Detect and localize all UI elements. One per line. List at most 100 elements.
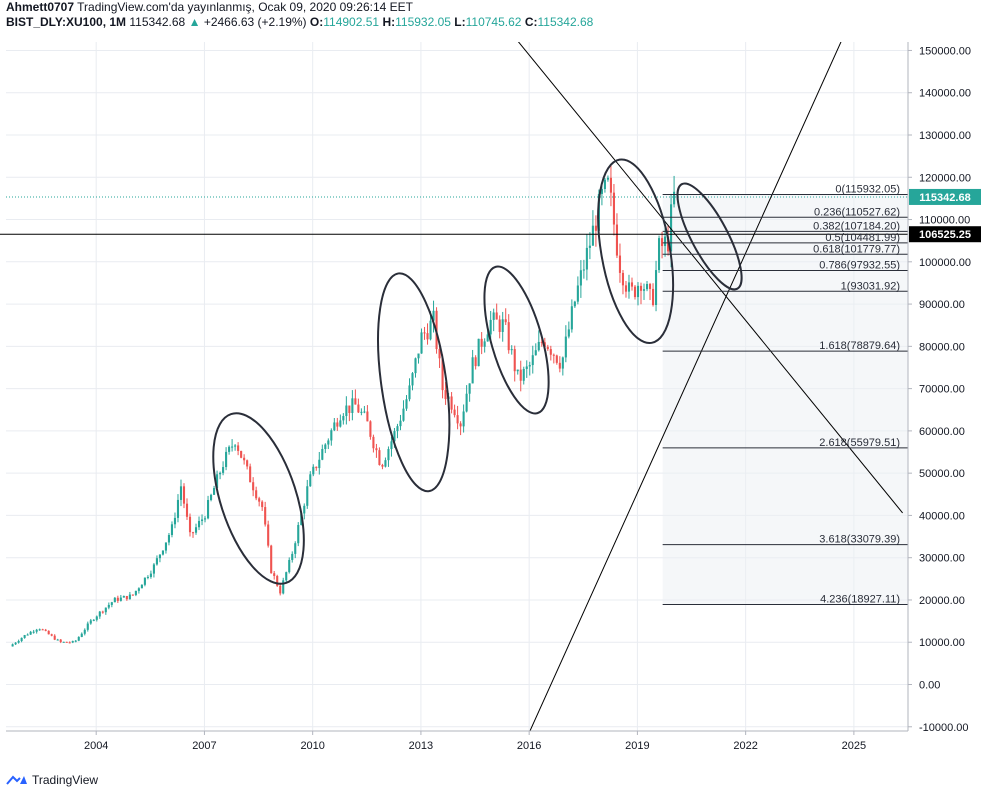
candle-body	[372, 436, 375, 449]
candle-body	[405, 399, 408, 409]
fib-level-label: 0.786(97932.55)	[819, 260, 900, 272]
candle-body	[609, 177, 612, 193]
candle-body	[20, 637, 23, 641]
high-value: 115932.05	[395, 15, 451, 29]
candle-body	[74, 640, 77, 642]
candle-body	[29, 631, 32, 635]
candle-body	[333, 422, 336, 431]
candle-body	[438, 349, 441, 359]
published-text: TradingView.com'da yayınlanmış, Ocak 09,…	[77, 0, 413, 14]
time-axis[interactable]: 2004 2007 2010 2013 2016 2019 2022 2025	[6, 730, 908, 752]
candle-body	[297, 524, 300, 544]
candle-body	[375, 448, 378, 451]
candle-body	[348, 405, 351, 413]
candle-body	[267, 524, 270, 546]
candle-body	[531, 355, 534, 366]
candle-body	[128, 594, 131, 600]
candle-body	[252, 482, 255, 491]
candle-body	[594, 225, 597, 231]
candle-body	[390, 441, 393, 450]
price-axis[interactable]: -10000.00 0.00 10000.00 20000.00 30000.00 400…	[907, 42, 971, 734]
candle-body	[654, 270, 658, 305]
candle-body	[516, 369, 519, 372]
candle-body	[486, 334, 489, 342]
candle-body	[38, 629, 41, 631]
trend-line[interactable]	[509, 29, 847, 777]
candle-body	[549, 349, 552, 355]
candle-body	[179, 486, 183, 500]
fib-level-label: 0.618(101779.77)	[813, 243, 900, 255]
candle-body	[495, 312, 498, 320]
change-arrow-icon: ▲	[188, 15, 201, 29]
candle-body	[606, 177, 609, 180]
candle-body	[498, 319, 501, 332]
candle-body	[342, 416, 345, 421]
candle-body	[552, 354, 555, 356]
candle-body	[231, 446, 234, 448]
candle-body	[462, 411, 465, 427]
candle-body	[261, 501, 264, 508]
candle-body	[468, 383, 471, 394]
candle-body	[137, 588, 140, 591]
y-tick-label: 120000.00	[919, 172, 971, 184]
symbol-name[interactable]: BIST_DLY:XU100, 1M	[6, 15, 127, 29]
footer-brand-text: TradingView	[32, 773, 99, 787]
candle-body	[125, 595, 128, 600]
candle-body	[110, 602, 113, 605]
candle-body	[402, 408, 405, 421]
drawings[interactable]	[0, 0, 908, 777]
candle-body	[621, 272, 625, 286]
candle-body	[149, 573, 152, 577]
candle-body	[161, 550, 165, 555]
y-tick-label: 70000.00	[919, 384, 965, 396]
candle-body	[113, 597, 116, 603]
candle-body	[408, 385, 411, 400]
candle-body	[270, 545, 273, 574]
candle-body	[453, 409, 456, 416]
ellipse-drawing[interactable]	[666, 176, 753, 297]
candle-body	[213, 488, 216, 495]
candle-body	[116, 597, 119, 601]
candle-body	[339, 420, 342, 427]
ellipse-drawing[interactable]	[586, 154, 686, 349]
candle-body	[510, 349, 513, 351]
candle-body	[321, 449, 324, 460]
candle-body	[664, 236, 667, 247]
candle-body	[14, 642, 17, 645]
candle-body	[191, 532, 195, 534]
footer-branding[interactable]: TradingView	[6, 773, 98, 787]
y-tick-label: 150000.00	[919, 45, 971, 57]
candle-body	[59, 639, 62, 642]
candle-body	[522, 368, 525, 381]
last-price: 115342.68	[129, 15, 186, 29]
candle-body	[661, 238, 664, 247]
candle-body	[240, 450, 243, 458]
candle-body	[98, 611, 101, 617]
publisher-name[interactable]: Ahmett0707	[6, 0, 75, 14]
candle-body	[134, 590, 137, 595]
candle-body	[249, 466, 252, 483]
candle-body	[450, 396, 453, 410]
fib-levels[interactable]: 0(115932.05) 0.236(110527.62) 0.382(107184…	[662, 183, 908, 605]
x-tick-label: 2019	[625, 740, 649, 752]
ellipse-drawing[interactable]	[195, 402, 322, 594]
fib-level-label: 0(115932.05)	[835, 183, 900, 195]
ellipse-drawing[interactable]	[366, 269, 461, 496]
candle-body	[366, 411, 369, 422]
candle-body	[44, 629, 47, 631]
open-value: 114902.51	[323, 15, 380, 29]
high-label: H:	[382, 15, 396, 29]
price-labels: 115342.68 106525.25	[909, 188, 981, 243]
trend-line[interactable]	[477, 0, 903, 514]
candle-body	[576, 285, 579, 302]
candle-body	[258, 498, 261, 502]
candle-body	[119, 597, 122, 601]
ellipse-drawing[interactable]	[471, 260, 561, 420]
candle-body	[101, 611, 104, 613]
candle-body	[627, 282, 631, 292]
candle-body	[243, 457, 246, 461]
candle-body	[396, 426, 399, 432]
candle-body	[630, 282, 634, 287]
candle-body	[324, 444, 327, 450]
